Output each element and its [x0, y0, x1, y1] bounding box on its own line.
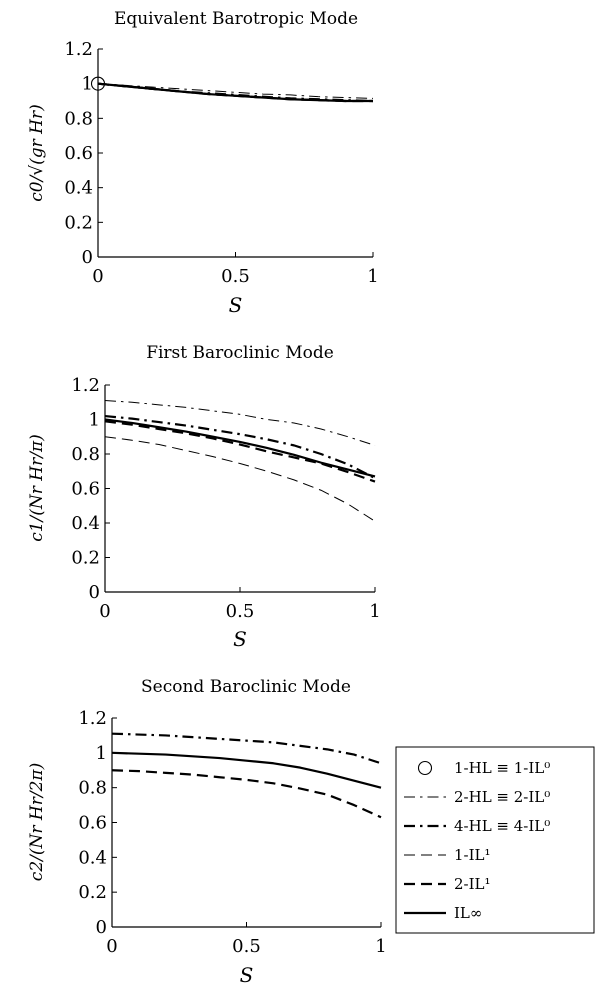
chart-title: First Baroclinic Mode [146, 343, 334, 363]
series-2-hl-2-il--line [97, 83, 374, 99]
legend-label: IL∞ [454, 904, 482, 922]
y-tick-label: 0.4 [64, 178, 93, 199]
y-tick-label: 0.6 [71, 479, 100, 500]
legend-label: 1-HL ≡ 1-IL⁰ [454, 759, 550, 777]
y-tick-label: 0.4 [78, 847, 107, 868]
legend: 1-HL ≡ 1-IL⁰ 2-HL ≡ 2-IL⁰ 4-HL ≡ 4-IL⁰ 1-IL… [395, 746, 595, 934]
x-tick-label: 0.5 [221, 266, 250, 287]
x-axis-label: S [229, 293, 243, 317]
x-axis-label: S [240, 963, 254, 987]
y-tick-label: 1.2 [64, 39, 93, 60]
y-axis-label: c2/(Nr Hr/2π) [27, 763, 47, 881]
y-tick-label: 0.8 [64, 108, 93, 129]
x-tick-label: 0 [99, 601, 110, 622]
y-tick-label: 0.2 [64, 212, 93, 233]
panel-1: Equivalent Barotropic Mode 0 0.2 0.4 0.6 0.8 1… [27, 9, 379, 317]
series-il--line [104, 418, 376, 478]
x-tick-label: 0 [92, 266, 103, 287]
y-tick-label: 1 [89, 410, 100, 431]
y-tick-label: 0 [89, 582, 100, 603]
legend-box [395, 746, 595, 934]
y-tick-label: 1 [96, 743, 107, 764]
y-tick-label: 0.6 [78, 813, 107, 834]
y-tick-label: 0 [82, 247, 93, 268]
y-tick-label: 0.4 [71, 513, 100, 534]
x-tick-label: 0 [106, 936, 117, 957]
x-tick-label: 1 [369, 601, 380, 622]
y-tick-label: 0.8 [71, 444, 100, 465]
y-tick-label: 0 [96, 917, 107, 938]
y-axis-label: c1/(Nr Hr/π) [27, 434, 47, 542]
series-1-il--line [104, 436, 376, 522]
y-axis-label: c0/√(gr Hr) [27, 104, 47, 202]
x-axis-label: S [233, 627, 247, 651]
y-tick-label: 0.8 [78, 778, 107, 799]
x-tick-label: 0.5 [226, 601, 255, 622]
chart-title: Equivalent Barotropic Mode [114, 9, 358, 29]
series-4-hl-4-il--line [111, 732, 382, 765]
legend-swatch-circle [417, 760, 433, 776]
legend-label: 2-IL¹ [454, 875, 491, 893]
x-tick-label: 1 [367, 266, 378, 287]
x-tick-label: 0.5 [232, 936, 261, 957]
y-tick-label: 0.2 [78, 882, 107, 903]
panel-2: First Baroclinic Mode 0 0.2 0.4 0.6 0.8 1 1.2 0 0… [27, 343, 381, 651]
y-tick-label: 1 [82, 74, 93, 95]
series-4-hl-4-il--line [104, 414, 376, 480]
legend-label: 1-IL¹ [454, 846, 491, 864]
y-tick-label: 0.6 [64, 143, 93, 164]
y-tick-label: 1.2 [78, 708, 107, 729]
series-2-il--line [104, 420, 376, 483]
y-tick-label: 0.2 [71, 548, 100, 569]
x-tick-label: 1 [375, 936, 386, 957]
panel-3: Second Baroclinic Mode 0 0.2 0.4 0.6 0.8 1 1.2 0… [27, 677, 387, 987]
y-tick-label: 1.2 [71, 375, 100, 396]
series-il--line [111, 751, 382, 789]
legend-label: 4-HL ≡ 4-IL⁰ [454, 817, 550, 835]
chart-title: Second Baroclinic Mode [141, 677, 351, 697]
series-2-il--line [111, 769, 382, 819]
legend-label: 2-HL ≡ 2-IL⁰ [454, 788, 550, 806]
series-il--line [97, 82, 373, 103]
series-2-hl-2-il--line [104, 400, 376, 446]
